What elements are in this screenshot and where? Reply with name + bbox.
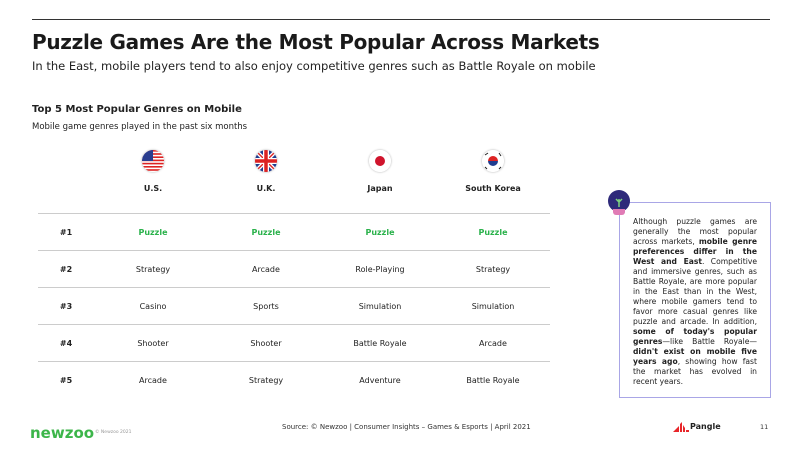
row-divider [38, 250, 550, 251]
column-header: U.S. [143, 184, 163, 193]
table-cell: Puzzle [138, 228, 168, 237]
lightbulb-base [613, 209, 625, 215]
row-divider [38, 324, 550, 325]
newzoo-logo: newzoo [30, 424, 95, 442]
column-header: Japan [367, 184, 393, 193]
table-cell: Shooter [250, 339, 282, 348]
table-cell: Simulation [358, 302, 402, 311]
rank-label: #3 [59, 302, 73, 311]
table-cell: Puzzle [478, 228, 508, 237]
rank-label: #1 [59, 228, 73, 237]
table-cell: Puzzle [365, 228, 395, 237]
pangle-logo: Pangle [690, 422, 721, 431]
table-cell: Puzzle [251, 228, 281, 237]
callout-segment: mobile genre preferences differ in the W… [633, 237, 757, 266]
table-cell: Arcade [252, 265, 280, 274]
table-cell: Adventure [359, 376, 401, 385]
table-cell: Simulation [471, 302, 515, 311]
south-korea-flag-icon [482, 150, 504, 172]
table-cell: Sports [253, 302, 279, 311]
callout-segment: , showing how fast the market has evolve… [633, 357, 757, 386]
page-subtitle: In the East, mobile players tend to also… [32, 59, 596, 73]
uk-flag-icon [255, 150, 277, 172]
japan-flag-icon [369, 150, 391, 172]
lightbulb-icon [608, 190, 630, 212]
table-cell: Shooter [137, 339, 169, 348]
column-header: South Korea [465, 184, 521, 193]
table-cell: Battle Royale [466, 376, 520, 385]
table-cell: Strategy [475, 265, 511, 274]
table-cell: Strategy [248, 376, 284, 385]
page-number: 11 [760, 423, 769, 431]
callout-segment: Although puzzle games are generally the … [633, 217, 757, 246]
column-header: U.K. [256, 184, 276, 193]
section-subtitle: Mobile game genres played in the past si… [32, 122, 248, 132]
callout-segment: —like Battle Royale— [662, 337, 757, 346]
table-cell: Arcade [479, 339, 507, 348]
rank-label: #5 [59, 376, 73, 385]
table-cell: Strategy [135, 265, 171, 274]
us-flag-icon [142, 150, 164, 172]
table-cell: Casino [139, 302, 167, 311]
rank-label: #4 [59, 339, 73, 348]
callout-segment: . Competitive and immersive genres, such… [633, 257, 757, 326]
callout-box [619, 202, 771, 398]
row-divider [38, 361, 550, 362]
copyright: © Newzoo 2021 [95, 430, 132, 435]
top-divider [32, 19, 770, 20]
table-cell: Arcade [139, 376, 167, 385]
row-divider [38, 287, 550, 288]
table-cell: Battle Royale [353, 339, 407, 348]
row-divider [38, 213, 550, 214]
page-title: Puzzle Games Are the Most Popular Across… [32, 30, 600, 54]
rank-label: #2 [59, 265, 73, 274]
source-note: Source: © Newzoo | Consumer Insights – G… [282, 423, 531, 431]
callout-segment: didn't exist on mobile five years ago [633, 347, 757, 366]
callout-text: Although puzzle games are generally the … [633, 217, 757, 387]
section-title: Top 5 Most Popular Genres on Mobile [32, 104, 242, 115]
pangle-logo-icon [673, 422, 689, 432]
callout-segment: some of today's popular genres [633, 327, 757, 346]
table-cell: Role-Playing [355, 265, 405, 274]
